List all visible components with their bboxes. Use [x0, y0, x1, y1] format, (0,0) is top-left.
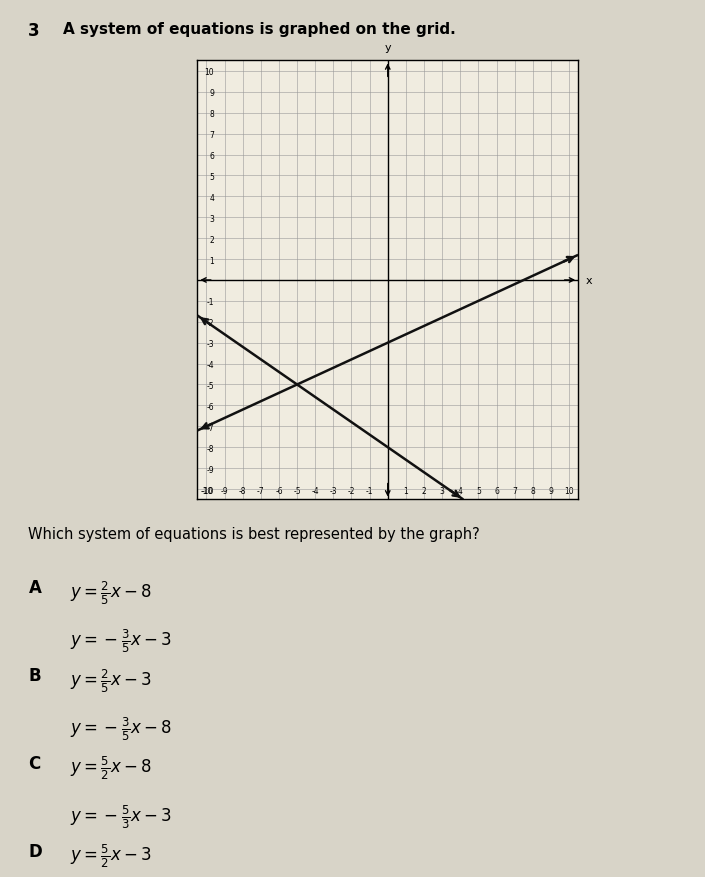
Text: $y = \frac{5}{2}x - 3$: $y = \frac{5}{2}x - 3$: [70, 842, 152, 869]
Text: A system of equations is graphed on the grid.: A system of equations is graphed on the …: [63, 22, 456, 37]
Text: $\mathbf{D}$: $\mathbf{D}$: [28, 842, 43, 860]
Text: $y = -\frac{5}{3}x - 3$: $y = -\frac{5}{3}x - 3$: [70, 802, 173, 830]
Text: $\mathbf{A}$: $\mathbf{A}$: [28, 579, 43, 597]
Text: Which system of equations is best represented by the graph?: Which system of equations is best repres…: [28, 526, 480, 541]
Text: $y = -\frac{3}{5}x - 8$: $y = -\frac{3}{5}x - 8$: [70, 715, 173, 742]
Text: $\mathbf{C}$: $\mathbf{C}$: [28, 754, 42, 773]
Text: 3: 3: [28, 22, 39, 40]
Text: $\mathbf{B}$: $\mathbf{B}$: [28, 667, 42, 685]
Text: $y = \frac{5}{2}x - 8$: $y = \frac{5}{2}x - 8$: [70, 754, 152, 781]
Text: $y = -\frac{3}{5}x - 3$: $y = -\frac{3}{5}x - 3$: [70, 627, 173, 654]
Text: y: y: [384, 43, 391, 53]
Text: $y = \frac{2}{5}x - 3$: $y = \frac{2}{5}x - 3$: [70, 667, 152, 694]
Text: x: x: [585, 275, 592, 286]
Text: $y = \frac{2}{5}x - 8$: $y = \frac{2}{5}x - 8$: [70, 579, 152, 606]
